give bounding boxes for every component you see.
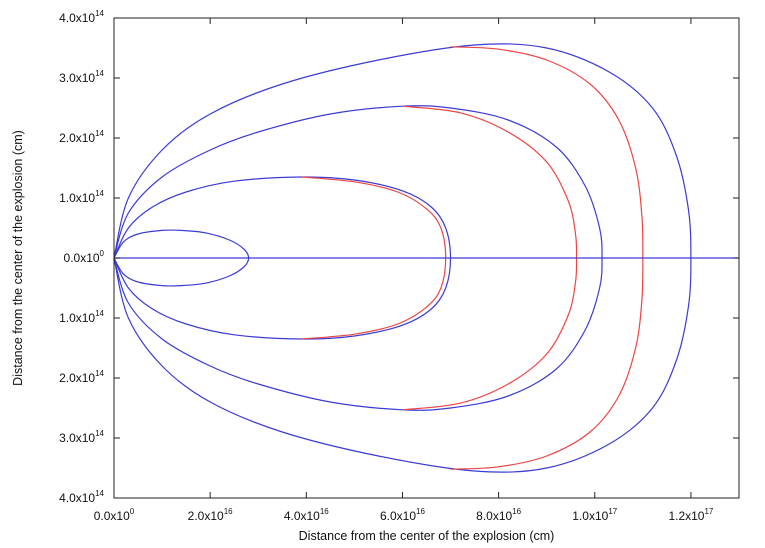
y-tick-label: 2.0x1014 [59,369,104,385]
x-tick-label: 8.0x1016 [476,507,521,523]
x-tick-label: 1.2x1017 [668,507,713,523]
x-tick-label: 4.0x1016 [284,507,329,523]
x-tick-label: 0.0x100 [94,507,135,523]
y-tick-label: 4.0x1014 [59,489,104,505]
y-tick-label: 1.0x1014 [59,189,104,205]
y-tick-label: 4.0x1014 [59,9,104,25]
y-tick-label: 3.0x1014 [59,429,104,445]
y-tick-label: 3.0x1014 [59,69,104,85]
x-tick-label: 1.0x1017 [572,507,617,523]
ticks-layer [113,17,739,499]
x-tick-label: 2.0x1016 [188,507,233,523]
y-axis-title: Distance from the center of the explosio… [11,130,25,386]
y-tick-label: 1.0x1014 [59,309,104,325]
series-layer [113,43,739,473]
labels-layer: 0.0x100 2.0x1016 4.0x1016 6.0x1016 8.0x1016 1… [59,9,714,523]
y-tick-label: 2.0x1014 [59,129,104,145]
x-tick-label: 6.0x1016 [380,507,425,523]
x-axis-title: Distance from the center of the explosio… [299,529,555,543]
y-tick-label: 0.0x100 [64,249,105,265]
